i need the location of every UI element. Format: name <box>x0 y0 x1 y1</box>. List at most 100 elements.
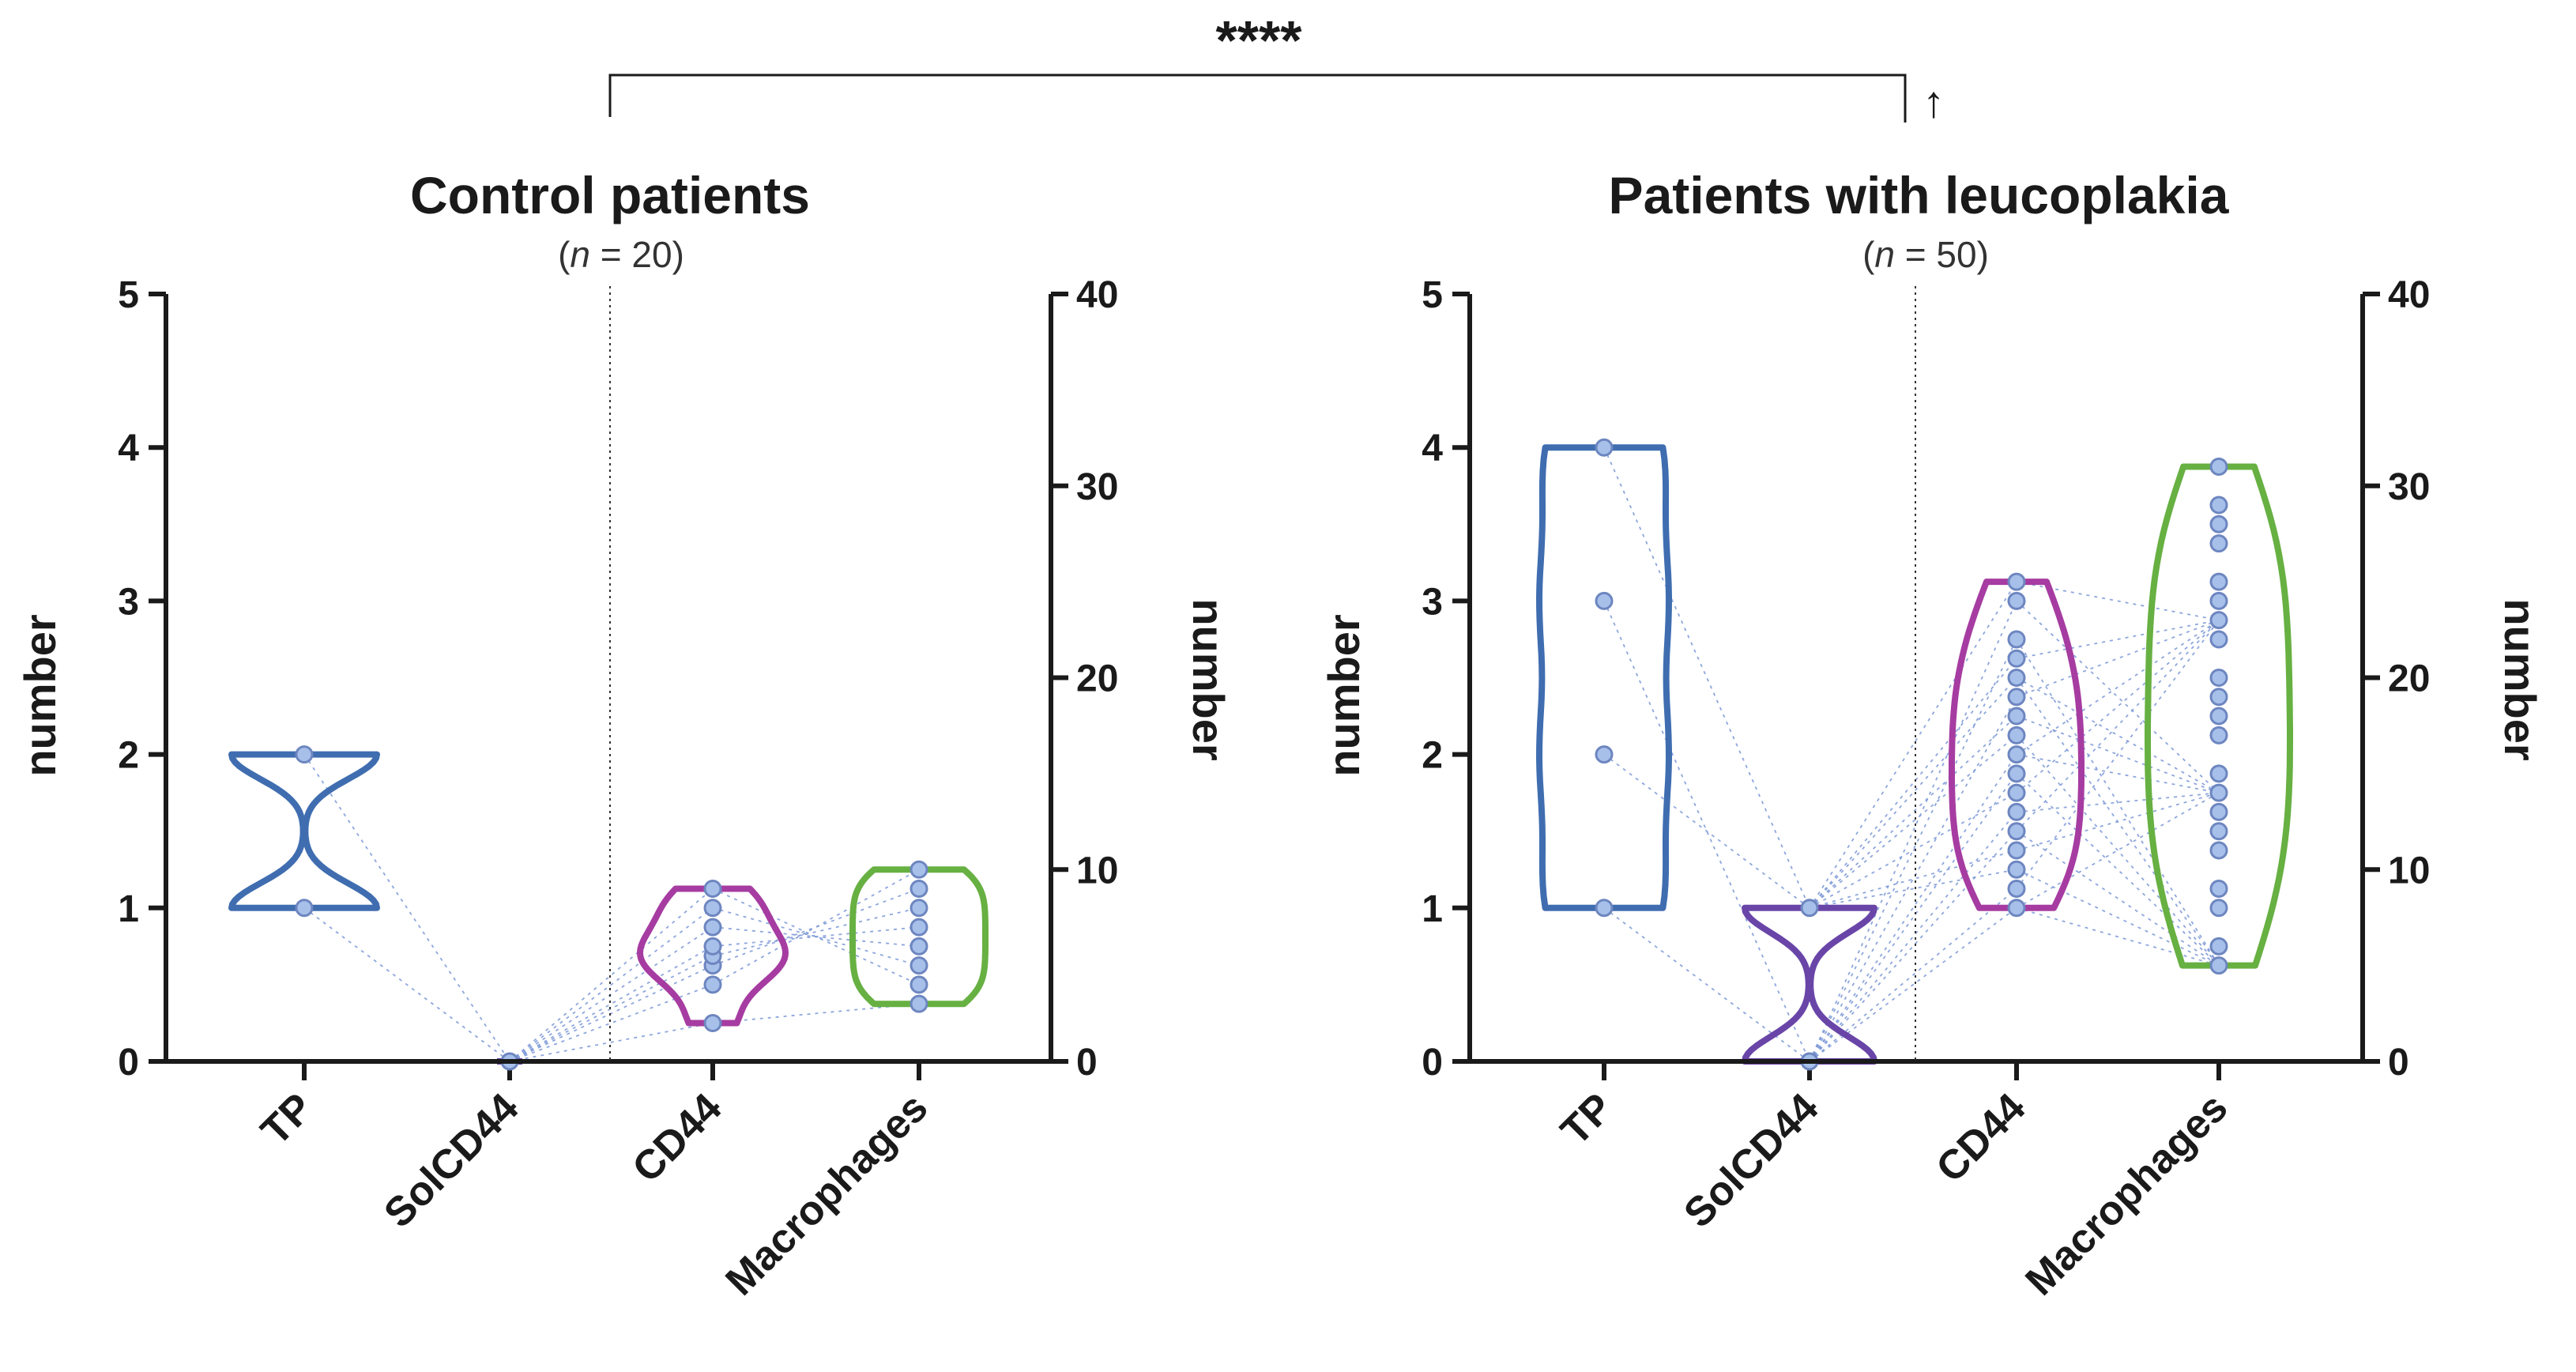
connector-line <box>2016 869 2220 967</box>
left-axis-label: number <box>1319 614 1369 776</box>
data-point-macrophages <box>2209 822 2228 841</box>
data-point-macrophages <box>2209 630 2228 649</box>
connector-line <box>2016 773 2220 967</box>
data-point-macrophages <box>2209 783 2228 802</box>
data-point-cd44 <box>703 1013 722 1032</box>
plot-marks <box>228 745 989 1071</box>
left-axis-label: number <box>15 614 65 776</box>
data-point-macrophages <box>2209 726 2228 744</box>
left-tick-label: 5 <box>118 274 139 316</box>
data-point-cd44 <box>703 880 722 899</box>
data-point-macrophages <box>910 880 928 899</box>
connector-line <box>2016 906 2220 967</box>
subtitle-n: n <box>570 234 590 275</box>
connector-lines <box>303 754 920 1062</box>
connector-line <box>303 754 510 1062</box>
subtitle-n: n <box>1874 234 1895 275</box>
data-point-macrophages <box>2209 688 2228 707</box>
data-point-cd44 <box>2007 764 2026 783</box>
right-tick-label: 0 <box>2388 1042 2409 1084</box>
violin-macrophages <box>2145 463 2293 969</box>
connector-line <box>2016 734 2220 967</box>
data-point-macrophages <box>2209 572 2228 591</box>
data-point-macrophages <box>910 975 928 994</box>
subtitle-suffix: = 50) <box>1895 234 1989 275</box>
connector-line <box>509 888 714 1062</box>
data-point-tp <box>1595 745 1614 764</box>
right-tick-label: 40 <box>2388 274 2430 316</box>
data-point-cd44 <box>2007 822 2026 841</box>
right-tick-label: 20 <box>1076 658 1118 700</box>
data-point-cd44 <box>703 899 722 918</box>
left-tick-label: 1 <box>1422 888 1443 930</box>
left-axis-ticks: 0 1 2 3 4 5 <box>118 274 166 1084</box>
panel-subtitle: (n = 20) <box>558 234 684 275</box>
data-point-macrophages <box>910 956 928 975</box>
data-point-cd44 <box>703 918 722 937</box>
right-axis-ticks: 0 10 20 30 40 <box>1051 274 1118 1084</box>
data-point-macrophages <box>910 860 928 879</box>
data-point-cd44 <box>2007 726 2026 744</box>
data-point-macrophages <box>2209 764 2228 783</box>
connector-line <box>2016 639 2220 967</box>
category-label-solcd44: SolCD44 <box>1675 1084 1827 1236</box>
data-point-macrophages <box>2209 457 2228 476</box>
data-point-cd44 <box>2007 745 2026 764</box>
left-tick-label: 3 <box>1422 581 1443 623</box>
data-point-cd44 <box>2007 841 2026 860</box>
right-axis-ticks: 0 10 20 30 40 <box>2363 274 2430 1084</box>
connector-line <box>2016 619 2220 698</box>
connector-line <box>1603 447 1810 909</box>
category-label-tp: TP <box>1552 1084 1621 1154</box>
data-point-tp <box>1595 899 1614 918</box>
connector-line <box>2016 792 2220 813</box>
left-tick-label: 3 <box>118 581 139 623</box>
connector-line <box>2016 619 2220 660</box>
data-point-macrophages <box>2209 611 2228 630</box>
connector-line <box>1809 869 2017 909</box>
left-tick-label: 2 <box>1422 735 1443 777</box>
category-label-macrophages: Macrophages <box>717 1084 936 1304</box>
connector-line <box>1809 792 2017 909</box>
right-tick-label: 40 <box>1076 274 1118 316</box>
data-point-cd44 <box>2007 899 2026 918</box>
connector-line <box>1809 639 2017 1062</box>
connector-line <box>2016 620 2220 832</box>
category-label-tp: TP <box>252 1084 322 1154</box>
connector-line <box>1809 715 2017 909</box>
data-point-cd44 <box>2007 669 2026 687</box>
left-tick-label: 4 <box>118 428 139 469</box>
data-point-tp <box>1595 438 1614 457</box>
data-point-macrophages <box>910 994 928 1013</box>
data-point-macrophages <box>910 937 928 956</box>
connector-line <box>1809 811 2017 1062</box>
data-point-cd44 <box>2007 707 2026 726</box>
data-point-macrophages <box>2209 496 2228 514</box>
data-point-cd44 <box>2007 572 2026 591</box>
connector-line <box>1603 907 1810 1062</box>
significance-bracket: **** ↑ <box>608 9 1945 126</box>
connector-line <box>712 1003 920 1024</box>
connector-line <box>1809 831 2017 1062</box>
left-axis-ticks: 0 1 2 3 4 5 <box>1422 274 1470 1084</box>
data-point-cd44 <box>2007 802 2026 821</box>
connector-line <box>712 888 920 967</box>
data-point-tp <box>295 899 314 918</box>
connector-line <box>2016 677 2220 793</box>
data-point-macrophages <box>910 899 928 918</box>
data-point-macrophages <box>2209 669 2228 687</box>
connector-line <box>1809 907 2017 1062</box>
connector-line <box>2016 677 2220 967</box>
plot-marks <box>1536 438 2293 1071</box>
connector-line <box>509 1022 714 1062</box>
data-point-cd44 <box>2007 860 2026 879</box>
connector-line <box>2016 619 2220 756</box>
connector-line <box>509 926 714 1062</box>
right-axis-label: number <box>2495 598 2545 760</box>
connector-line <box>1809 581 2017 909</box>
left-tick-label: 0 <box>1422 1042 1443 1084</box>
connector-line <box>1809 696 2017 1062</box>
data-point-cd44 <box>703 937 722 956</box>
